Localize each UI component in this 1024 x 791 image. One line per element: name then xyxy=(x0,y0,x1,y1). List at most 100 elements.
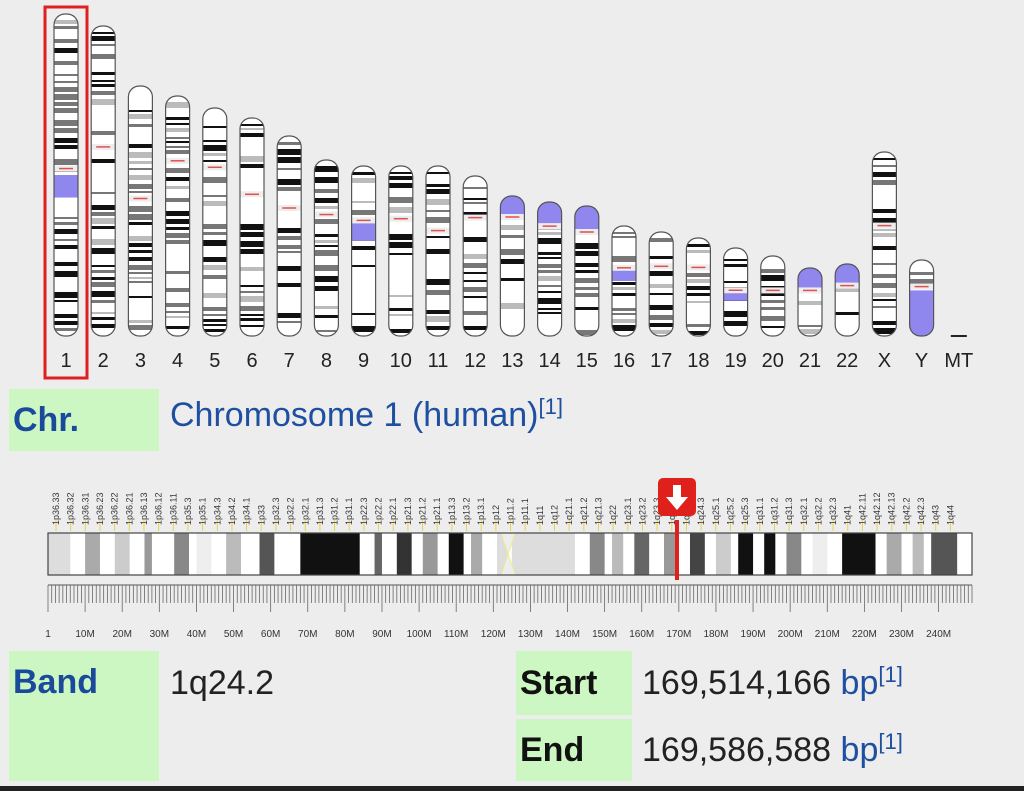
chromosome-3[interactable] xyxy=(127,85,153,337)
band-block xyxy=(634,533,650,575)
chromosome-14[interactable] xyxy=(536,201,563,337)
chromosome-1[interactable] xyxy=(53,13,79,337)
band-block xyxy=(715,533,731,575)
chromosome-12[interactable] xyxy=(462,175,488,337)
chromosome-label-14[interactable]: 14 xyxy=(538,350,560,372)
bottom-border xyxy=(0,786,1024,791)
chromosome-label-16[interactable]: 16 xyxy=(613,350,635,372)
band-label: 1q32.1 xyxy=(799,497,809,525)
axis-label: 1 xyxy=(45,629,51,640)
band-label: 1p11.1 xyxy=(520,498,530,525)
band-label: 1p36.12 xyxy=(154,492,164,525)
chromosome-8[interactable] xyxy=(313,159,339,337)
band-block xyxy=(471,533,483,575)
chromosome-18[interactable] xyxy=(685,237,712,337)
chromosome-label-4[interactable]: 4 xyxy=(172,350,183,372)
start-label: Start xyxy=(516,651,632,715)
band-label: 1q42.2 xyxy=(901,497,911,525)
chromosome-7[interactable] xyxy=(276,135,302,337)
axis-label: 60M xyxy=(261,629,280,640)
band-label: 1p36.13 xyxy=(139,492,149,525)
chromosome-label-19[interactable]: 19 xyxy=(724,350,746,372)
chromosome-label-20[interactable]: 20 xyxy=(762,350,784,372)
chromosome-label-5[interactable]: 5 xyxy=(209,350,220,372)
chr-ref[interactable]: [1] xyxy=(538,394,563,419)
end-row: 169,586,588 bp[1] xyxy=(642,729,903,770)
band-label: 1p21.1 xyxy=(432,497,442,525)
end-unit[interactable]: bp xyxy=(840,731,879,769)
chromosome-4[interactable] xyxy=(165,95,191,337)
chromosome-10[interactable] xyxy=(388,165,414,337)
chromosome-label-13[interactable]: 13 xyxy=(501,350,523,372)
chromosome-2[interactable] xyxy=(90,25,116,337)
axis-label: 150M xyxy=(592,629,617,640)
band-block xyxy=(689,533,705,575)
chromosome-17[interactable] xyxy=(648,231,674,337)
band-label: 1p35.1 xyxy=(198,497,208,525)
band-label: 1p11.2 xyxy=(506,498,516,525)
chromosome-11[interactable] xyxy=(425,165,451,337)
axis-label: 200M xyxy=(778,629,803,640)
start-value: 169,514,166 xyxy=(642,664,832,702)
band-label: 1p22.3 xyxy=(359,497,369,525)
chromosome-13[interactable] xyxy=(499,195,525,337)
chromosome-label-9[interactable]: 9 xyxy=(358,350,369,372)
chromosome-22[interactable] xyxy=(834,263,860,337)
axis-label: 30M xyxy=(150,629,169,640)
chromosome-label-21[interactable]: 21 xyxy=(799,350,821,372)
band-label: 1p34.2 xyxy=(227,497,237,525)
band-label: 1q25.3 xyxy=(740,497,750,525)
chromosome-21[interactable] xyxy=(797,267,823,337)
chromosome-16[interactable] xyxy=(611,225,637,337)
chromosome-y[interactable] xyxy=(908,259,935,337)
chromosome-label-mt[interactable]: MT xyxy=(944,350,973,372)
chromosome-label-8[interactable]: 8 xyxy=(321,350,332,372)
band-label: 1p36.22 xyxy=(110,492,120,525)
chromosome-5[interactable] xyxy=(202,107,228,337)
chromosome-6[interactable] xyxy=(239,117,265,337)
band-label: 1q21.2 xyxy=(579,497,589,525)
axis-label: 20M xyxy=(112,629,131,640)
band-label: 1q32.2 xyxy=(813,497,823,525)
start-unit[interactable]: bp xyxy=(840,664,879,702)
chromosome-label-x[interactable]: X xyxy=(878,350,891,372)
axis-label: 120M xyxy=(481,629,506,640)
band-block xyxy=(738,533,754,575)
band-label: 1q23.2 xyxy=(637,497,647,525)
band-label: 1p31.3 xyxy=(315,497,325,525)
chromosome-label-1[interactable]: 1 xyxy=(60,350,71,372)
chromosome-label-17[interactable]: 17 xyxy=(650,350,672,372)
end-ref[interactable]: [1] xyxy=(878,729,903,754)
chromosome-label-7[interactable]: 7 xyxy=(284,350,295,372)
chromosome-label-6[interactable]: 6 xyxy=(246,350,257,372)
axis-label: 40M xyxy=(187,629,206,640)
chromosome-label-2[interactable]: 2 xyxy=(98,350,109,372)
band-label: 1q12 xyxy=(550,505,560,525)
chromosome-15[interactable] xyxy=(574,205,600,337)
band-label: 1q42.13 xyxy=(887,492,897,525)
chromosome-label-22[interactable]: 22 xyxy=(836,350,858,372)
chromosome-label-y[interactable]: Y xyxy=(915,350,928,372)
end-value: 169,586,588 xyxy=(642,731,832,769)
band-label: 1p36.21 xyxy=(124,492,134,525)
band-block xyxy=(912,533,924,575)
chromosome-label-12[interactable]: 12 xyxy=(464,350,486,372)
gene-location-marker[interactable] xyxy=(657,478,696,580)
chromosome-label-18[interactable]: 18 xyxy=(687,350,709,372)
band-block xyxy=(511,533,575,575)
chromosome-label-3[interactable]: 3 xyxy=(135,350,146,372)
axis-label: 130M xyxy=(518,629,543,640)
chromosome-label-10[interactable]: 10 xyxy=(390,350,412,372)
band-label: 1q21.3 xyxy=(593,497,603,525)
start-ref[interactable]: [1] xyxy=(878,662,903,687)
chr-value-link[interactable]: Chromosome 1 (human)[1] xyxy=(170,394,563,435)
chromosome-20[interactable] xyxy=(760,255,786,337)
chromosome-9[interactable] xyxy=(351,165,377,337)
chromosome-x[interactable] xyxy=(871,151,898,337)
band-label: 1q42.11 xyxy=(857,493,867,525)
chromosome-19[interactable] xyxy=(722,247,749,337)
chr-value[interactable]: Chromosome 1 (human) xyxy=(170,396,539,434)
band-label: 1p32.3 xyxy=(271,497,281,525)
chromosome-label-15[interactable]: 15 xyxy=(576,350,598,372)
chromosome-label-11[interactable]: 11 xyxy=(428,350,449,372)
